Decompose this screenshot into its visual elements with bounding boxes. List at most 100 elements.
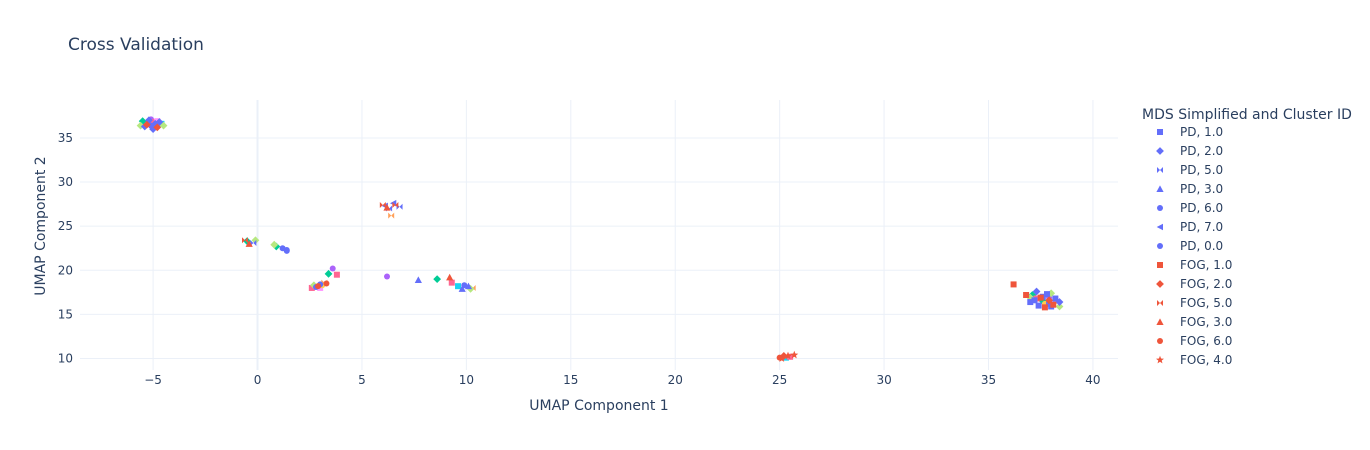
legend-label: FOG, 2.0 xyxy=(1180,277,1232,291)
legend-item[interactable]: FOG, 3.0 xyxy=(1156,315,1232,329)
legend-marker xyxy=(1156,223,1163,231)
data-point xyxy=(790,350,799,359)
y-tick-label: 30 xyxy=(58,175,73,189)
data-point xyxy=(308,284,315,291)
data-point xyxy=(455,283,462,290)
legend-marker xyxy=(1157,262,1163,268)
legend-marker xyxy=(1157,167,1163,173)
data-point xyxy=(388,212,395,219)
x-tick-label: 5 xyxy=(358,373,366,387)
legend-item[interactable]: FOG, 4.0 xyxy=(1156,353,1232,367)
x-tick-label: 30 xyxy=(876,373,891,387)
x-tick-label: 25 xyxy=(772,373,787,387)
legend-label: PD, 2.0 xyxy=(1180,144,1223,158)
legend-marker xyxy=(1156,147,1164,155)
data-point xyxy=(270,240,279,249)
legend[interactable]: PD, 1.0 PD, 2.0 PD, 5.0 PD, 3.0 PD, 6.0 PD, 7… xyxy=(1156,125,1232,367)
y-tick-label: 10 xyxy=(58,352,73,366)
legend-marker xyxy=(1157,129,1163,135)
legend-item[interactable]: FOG, 2.0 xyxy=(1156,277,1232,291)
legend-marker xyxy=(1156,185,1164,192)
x-tick-label: 35 xyxy=(981,373,996,387)
data-point xyxy=(464,282,473,290)
legend-label: FOG, 4.0 xyxy=(1180,353,1232,367)
legend-label: FOG, 1.0 xyxy=(1180,258,1232,272)
legend-marker xyxy=(1157,300,1163,306)
legend-item[interactable]: PD, 7.0 xyxy=(1156,220,1224,234)
legend-label: FOG, 6.0 xyxy=(1180,334,1232,348)
x-tick-label: 10 xyxy=(459,373,474,387)
legend-marker xyxy=(1157,243,1163,249)
y-axis-title: UMAP Component 2 xyxy=(33,156,49,295)
legend-marker xyxy=(1156,280,1164,288)
data-point xyxy=(324,269,333,278)
data-point xyxy=(333,271,340,278)
data-point xyxy=(384,273,391,280)
legend-item[interactable]: FOG, 5.0 xyxy=(1157,296,1232,310)
y-tick-label: 25 xyxy=(58,219,73,233)
legend-item[interactable]: PD, 5.0 xyxy=(1157,163,1223,177)
data-point xyxy=(458,285,466,292)
data-point xyxy=(250,239,257,246)
legend-label: PD, 5.0 xyxy=(1180,163,1223,177)
x-axis-title: UMAP Component 1 xyxy=(529,398,668,414)
legend-marker xyxy=(1157,338,1163,344)
data-point xyxy=(159,121,168,130)
data-point xyxy=(283,247,290,254)
legend-item[interactable]: PD, 1.0 xyxy=(1157,125,1223,139)
data-point xyxy=(241,237,248,244)
legend-label: FOG, 3.0 xyxy=(1180,315,1232,329)
data-point xyxy=(379,202,386,208)
legend-marker xyxy=(1157,205,1163,211)
data-point xyxy=(1045,296,1053,305)
data-point xyxy=(1023,292,1030,298)
legend-item[interactable]: PD, 0.0 xyxy=(1157,239,1223,253)
x-tick-label: −5 xyxy=(144,373,162,387)
data-point xyxy=(1055,298,1064,306)
data-point xyxy=(1010,281,1017,288)
data-point xyxy=(777,354,786,362)
data-point xyxy=(414,276,422,283)
legend-item[interactable]: PD, 3.0 xyxy=(1156,182,1223,196)
data-point xyxy=(1027,299,1034,306)
y-tick-label: 35 xyxy=(58,131,73,145)
data-point xyxy=(142,120,151,129)
data-point xyxy=(1028,291,1037,299)
x-tick-labels: −5 0 5 10 15 20 25 30 35 40 xyxy=(144,373,1100,387)
legend-marker xyxy=(1156,318,1164,325)
y-tick-labels: 10 15 20 25 30 35 xyxy=(58,131,73,366)
data-point xyxy=(1055,302,1064,311)
legend-item[interactable]: FOG, 1.0 xyxy=(1157,258,1232,272)
data-point xyxy=(315,283,322,290)
data-point xyxy=(446,273,454,281)
x-tick-label: 40 xyxy=(1085,373,1100,387)
data-point xyxy=(392,202,399,208)
data-point xyxy=(1038,297,1047,306)
legend-item[interactable]: FOG, 6.0 xyxy=(1157,334,1232,348)
data-point xyxy=(1043,291,1050,298)
data-point xyxy=(251,236,260,245)
y-tick-label: 15 xyxy=(58,307,73,321)
data-point xyxy=(784,351,793,360)
chart-title: Cross Validation xyxy=(68,35,204,55)
data-point xyxy=(329,265,336,272)
data-point xyxy=(448,279,455,286)
data-point xyxy=(1031,297,1038,304)
x-tick-label: 20 xyxy=(668,373,683,387)
x-tick-label: 15 xyxy=(563,373,578,387)
grid xyxy=(80,100,1118,370)
legend-label: PD, 1.0 xyxy=(1180,125,1223,139)
data-point xyxy=(1050,301,1057,308)
data-point xyxy=(323,280,330,287)
legend-item[interactable]: PD, 6.0 xyxy=(1157,201,1223,215)
data-point xyxy=(383,204,391,211)
x-tick-label: 0 xyxy=(254,373,262,387)
legend-label: PD, 3.0 xyxy=(1180,182,1223,196)
legend-title: MDS Simplified and Cluster ID xyxy=(1142,107,1352,123)
data-point xyxy=(1041,304,1048,311)
legend-label: PD, 7.0 xyxy=(1180,220,1223,234)
data-point xyxy=(787,353,794,360)
legend-item[interactable]: PD, 2.0 xyxy=(1156,144,1223,158)
